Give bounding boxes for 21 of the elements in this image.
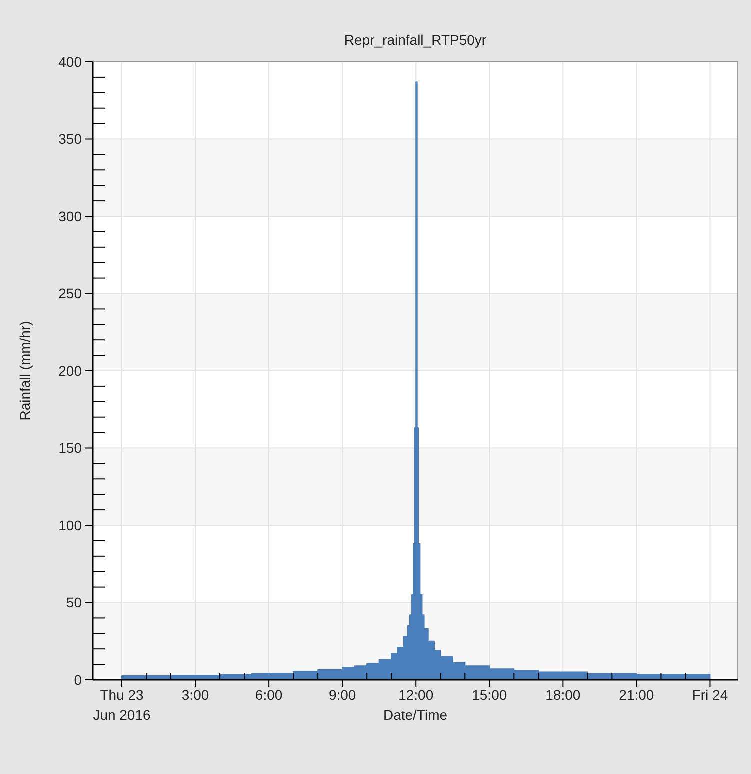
y-tick-label: 50 — [66, 594, 82, 611]
y-tick-label: 0 — [74, 672, 82, 688]
x-tick-label: 6:00 — [255, 687, 283, 703]
y-tick-label: 100 — [58, 517, 82, 534]
x-tick-label: Thu 23 Jun 2016 — [93, 687, 152, 723]
y-tick-label: 400 — [58, 54, 82, 70]
y-axis-title: Rainfall (mm/hr) — [17, 321, 33, 421]
y-tick-label: 250 — [58, 286, 82, 302]
x-tick-label: 18:00 — [546, 687, 581, 703]
y-tick-label: 300 — [58, 208, 82, 224]
y-tick-label: 350 — [58, 131, 82, 148]
chart-title: Repr_rainfall_RTP50yr — [344, 32, 487, 48]
x-tick-label: 3:00 — [182, 687, 210, 703]
x-tick-label: Fri 24 — [692, 687, 728, 703]
x-axis-title: Date/Time — [383, 707, 448, 723]
x-tick-label: 15:00 — [472, 687, 508, 703]
x-tick-label: 12:00 — [398, 687, 434, 703]
x-tick-label: 21:00 — [619, 687, 654, 703]
y-tick-label: 150 — [58, 440, 82, 456]
y-tick-label: 200 — [58, 362, 82, 379]
x-tick-label: 9:00 — [328, 687, 356, 703]
